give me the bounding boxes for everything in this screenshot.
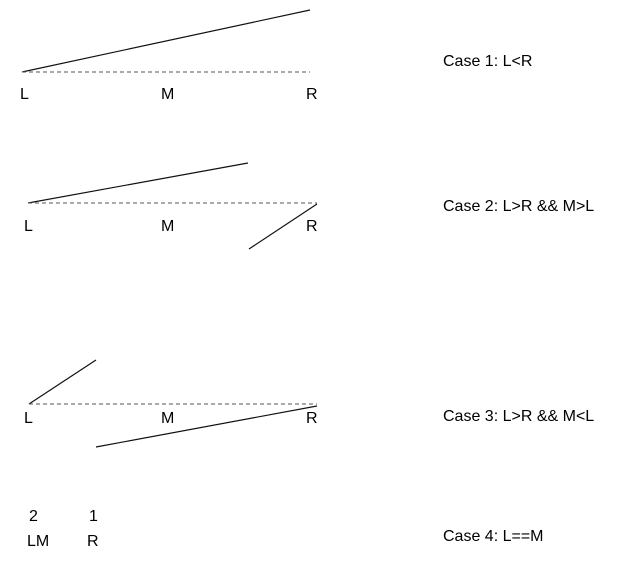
label-r: R [306,86,318,103]
label-m: M [161,86,174,103]
left-rising-segment [27,162,249,204]
case-caption: Case 2: L>R && M>L [443,198,594,215]
label-m: M [161,410,174,427]
rising-segment [21,9,311,73]
case-4: 2 1 LM R Case 4: L==M [27,508,544,550]
label-lm: LM [27,533,49,550]
right-rising-segment [95,405,318,448]
case-caption: Case 3: L>R && M<L [443,408,594,425]
label-r: R [306,218,318,235]
case-caption: Case 1: L<R [443,53,532,70]
right-rising-segment [248,203,318,250]
label-l: L [20,86,29,103]
case-3: L M R Case 3: L>R && M<L [24,359,594,448]
case-caption: Case 4: L==M [443,528,544,545]
label-r: R [306,410,318,427]
top-label-lm: 2 [29,508,38,525]
label-l: L [24,410,33,427]
left-rising-segment [28,359,97,405]
label-r: R [87,533,99,550]
case-1: L M R Case 1: L<R [20,9,532,103]
case-2: L M R Case 2: L>R && M>L [24,162,594,250]
label-l: L [24,218,33,235]
label-m: M [161,218,174,235]
top-label-r: 1 [89,508,98,525]
